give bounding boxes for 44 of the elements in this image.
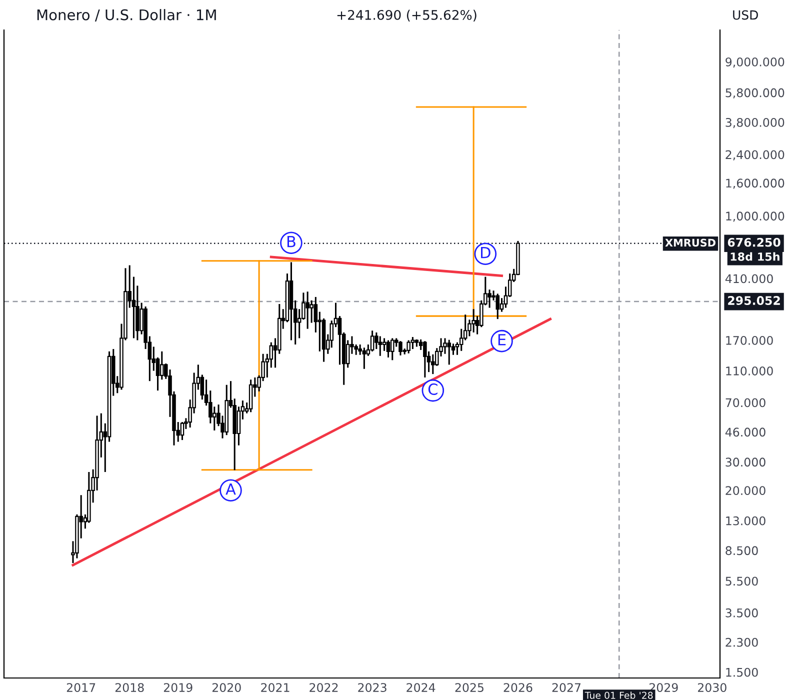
- y-tick-label: 3.500: [726, 608, 758, 618]
- y-tick-label: 3,800.000: [726, 118, 784, 128]
- x-tick-label: 2023: [358, 683, 386, 692]
- y-tick-label: 110.000: [726, 366, 773, 376]
- x-tick-label: 2021: [261, 683, 290, 692]
- x-tick-label: 2022: [310, 683, 338, 692]
- y-tick-label: 1.500: [726, 668, 758, 677]
- x-tick-label: 2030: [698, 683, 726, 692]
- ref-line-label: Tue 01 Feb '28: [584, 692, 653, 699]
- x-tick-label: 2027: [552, 683, 580, 692]
- ref-line-label: 295.052: [728, 296, 780, 305]
- y-tick-label: 1,600.000: [726, 178, 784, 189]
- y-tick-label: 5,800.000: [726, 88, 784, 98]
- x-tick-label: 2017: [66, 683, 96, 692]
- annotation: D: [481, 246, 490, 258]
- x-tick-label: 2024: [406, 683, 436, 692]
- annotation: C: [428, 383, 438, 395]
- y-tick-label: 5.500: [726, 576, 758, 586]
- chart-subtitle: +241.690 (+55.62%): [337, 10, 476, 22]
- y-tick-label: 70.000: [726, 398, 766, 408]
- y-tick-label: 46.000: [725, 428, 766, 437]
- x-tick-label: 2026: [504, 683, 532, 692]
- text: 18d 15h: [730, 252, 780, 261]
- x-tick-label: 2020: [212, 683, 241, 692]
- x-tick-label: 2025: [455, 683, 484, 692]
- text: USD: [733, 10, 758, 20]
- annotation: XMRUSD: [665, 238, 716, 247]
- annotation: A: [226, 483, 236, 495]
- annotation: B: [287, 236, 296, 248]
- x-tick-label: 2019: [164, 683, 192, 692]
- x-tick-label: 2018: [115, 683, 144, 692]
- y-tick-label: 30.000: [726, 458, 766, 467]
- y-tick-label: 2,400.000: [726, 150, 784, 160]
- chart-title: Monero / U.S. Dollar · 1M: [37, 9, 216, 22]
- y-tick-label: 9,000.000: [726, 57, 784, 68]
- y-tick-label: 170.000: [726, 336, 773, 345]
- ref-line-label: 676.250: [728, 238, 780, 247]
- y-tick-label: 1,000.000: [726, 212, 784, 222]
- annotation: E: [498, 334, 506, 346]
- y-tick-label: 20.000: [726, 486, 766, 496]
- y-tick-label: 2.300: [726, 638, 758, 647]
- y-tick-label: 8.500: [726, 546, 758, 556]
- y-tick-label: 13.000: [726, 516, 766, 526]
- y-tick-label: 410.000: [725, 274, 773, 284]
